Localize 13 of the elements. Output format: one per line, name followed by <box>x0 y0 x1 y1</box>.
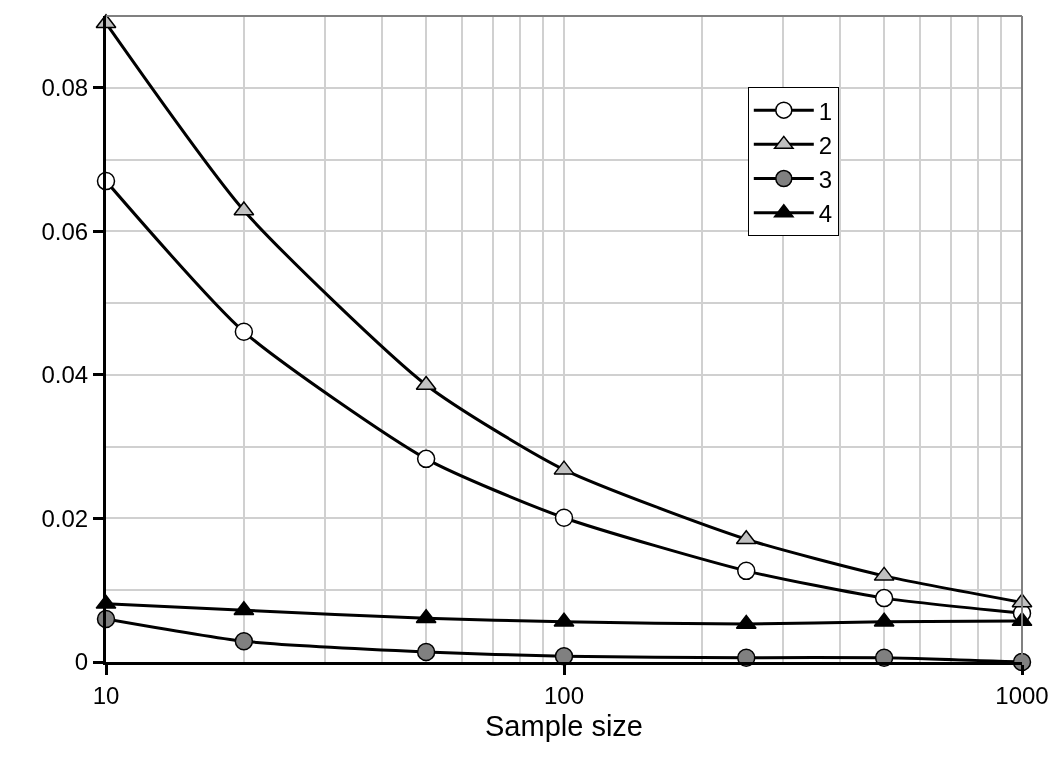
legend-label: 4 <box>818 200 833 228</box>
x-tick-label: 10 <box>92 681 120 709</box>
y-tick-label: 0.06 <box>41 217 89 245</box>
y-tick-label: 0.08 <box>41 74 89 102</box>
x-axis-title: Sample size <box>485 709 643 742</box>
x-tick-label: 100 <box>543 681 585 709</box>
y-tick-label: 0 <box>74 648 89 676</box>
y-tick-label: 0.04 <box>41 361 89 389</box>
x-tick-label: 1000 <box>995 681 1049 709</box>
legend-label: 2 <box>818 131 833 159</box>
legend-label: 3 <box>818 165 833 193</box>
legend-label: 1 <box>818 97 833 125</box>
y-tick-label: 0.02 <box>41 504 89 532</box>
